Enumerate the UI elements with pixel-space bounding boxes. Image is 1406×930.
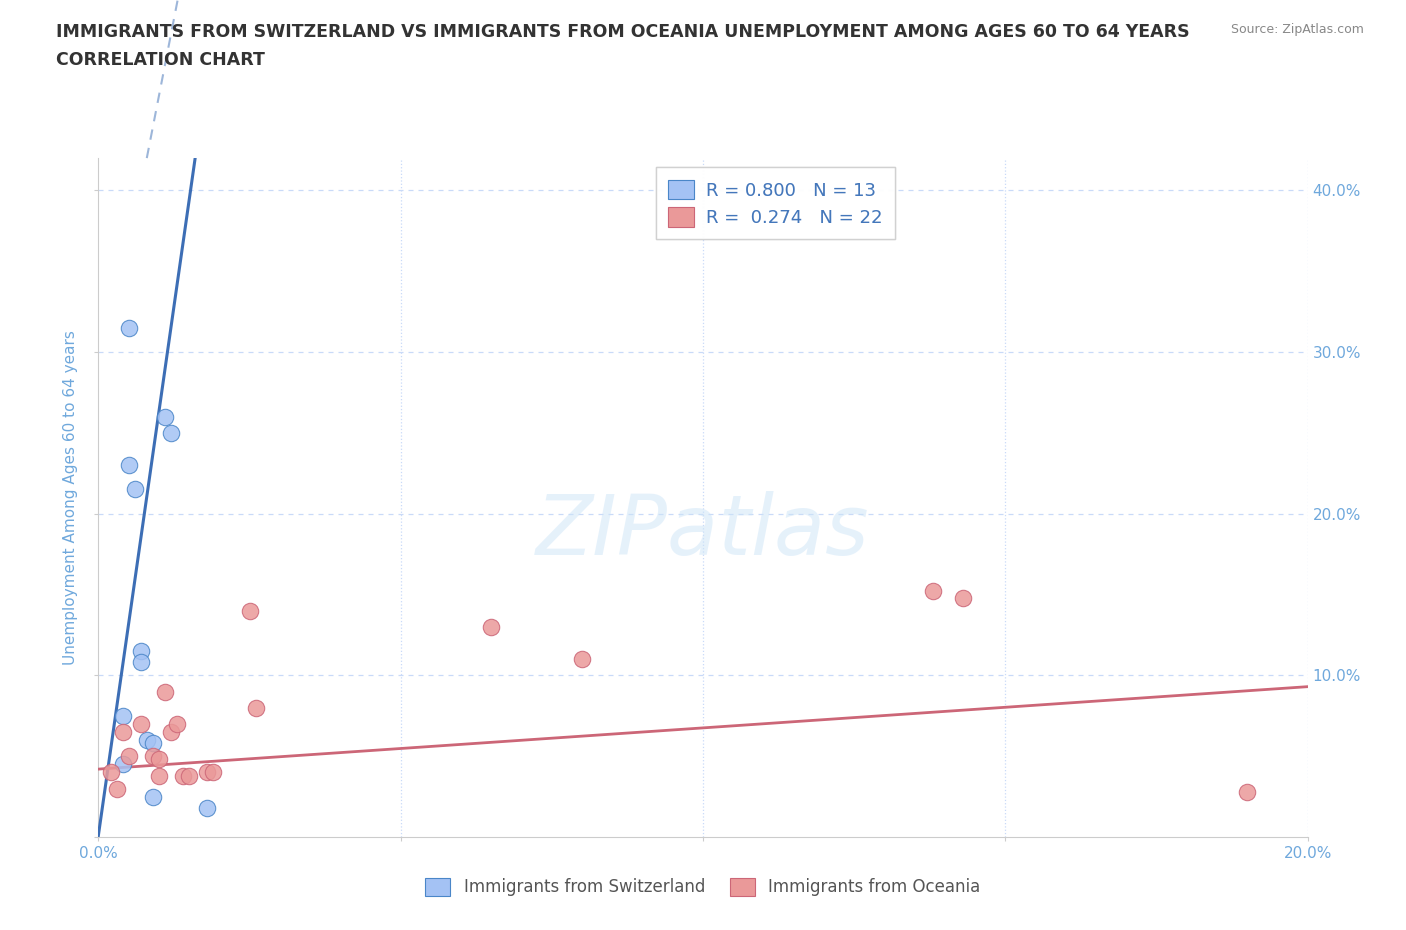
Text: ZIPatlas: ZIPatlas <box>536 491 870 572</box>
Legend: Immigrants from Switzerland, Immigrants from Oceania: Immigrants from Switzerland, Immigrants … <box>419 871 987 903</box>
Point <box>118 320 141 336</box>
Point <box>118 749 141 764</box>
Point <box>142 790 165 804</box>
Point <box>118 458 141 472</box>
Text: CORRELATION CHART: CORRELATION CHART <box>56 51 266 69</box>
Point <box>571 652 593 667</box>
Text: Source: ZipAtlas.com: Source: ZipAtlas.com <box>1230 23 1364 36</box>
Point <box>172 768 194 783</box>
Point <box>202 764 225 779</box>
Point <box>195 764 218 779</box>
Point <box>148 768 170 783</box>
Point <box>124 482 146 497</box>
Point <box>153 409 176 424</box>
Point <box>111 724 134 739</box>
Point <box>129 644 152 658</box>
Point <box>239 604 262 618</box>
Point <box>148 752 170 767</box>
Point <box>142 749 165 764</box>
Legend: R = 0.800   N = 13, R =  0.274   N = 22: R = 0.800 N = 13, R = 0.274 N = 22 <box>655 167 896 239</box>
Point <box>111 709 134 724</box>
Point <box>166 716 188 731</box>
Point <box>179 768 201 783</box>
Point <box>100 764 122 779</box>
Point <box>921 584 943 599</box>
Point <box>153 684 176 699</box>
Point <box>160 425 183 440</box>
Point <box>129 655 152 670</box>
Y-axis label: Unemployment Among Ages 60 to 64 years: Unemployment Among Ages 60 to 64 years <box>63 330 79 665</box>
Text: IMMIGRANTS FROM SWITZERLAND VS IMMIGRANTS FROM OCEANIA UNEMPLOYMENT AMONG AGES 6: IMMIGRANTS FROM SWITZERLAND VS IMMIGRANT… <box>56 23 1189 41</box>
Point <box>481 619 503 634</box>
Point <box>245 700 267 715</box>
Point <box>160 724 183 739</box>
Point <box>952 591 974 605</box>
Point <box>195 801 218 816</box>
Point <box>105 781 128 796</box>
Point <box>129 716 152 731</box>
Point <box>1236 784 1258 799</box>
Point <box>135 733 157 748</box>
Point <box>142 736 165 751</box>
Point <box>111 757 134 772</box>
